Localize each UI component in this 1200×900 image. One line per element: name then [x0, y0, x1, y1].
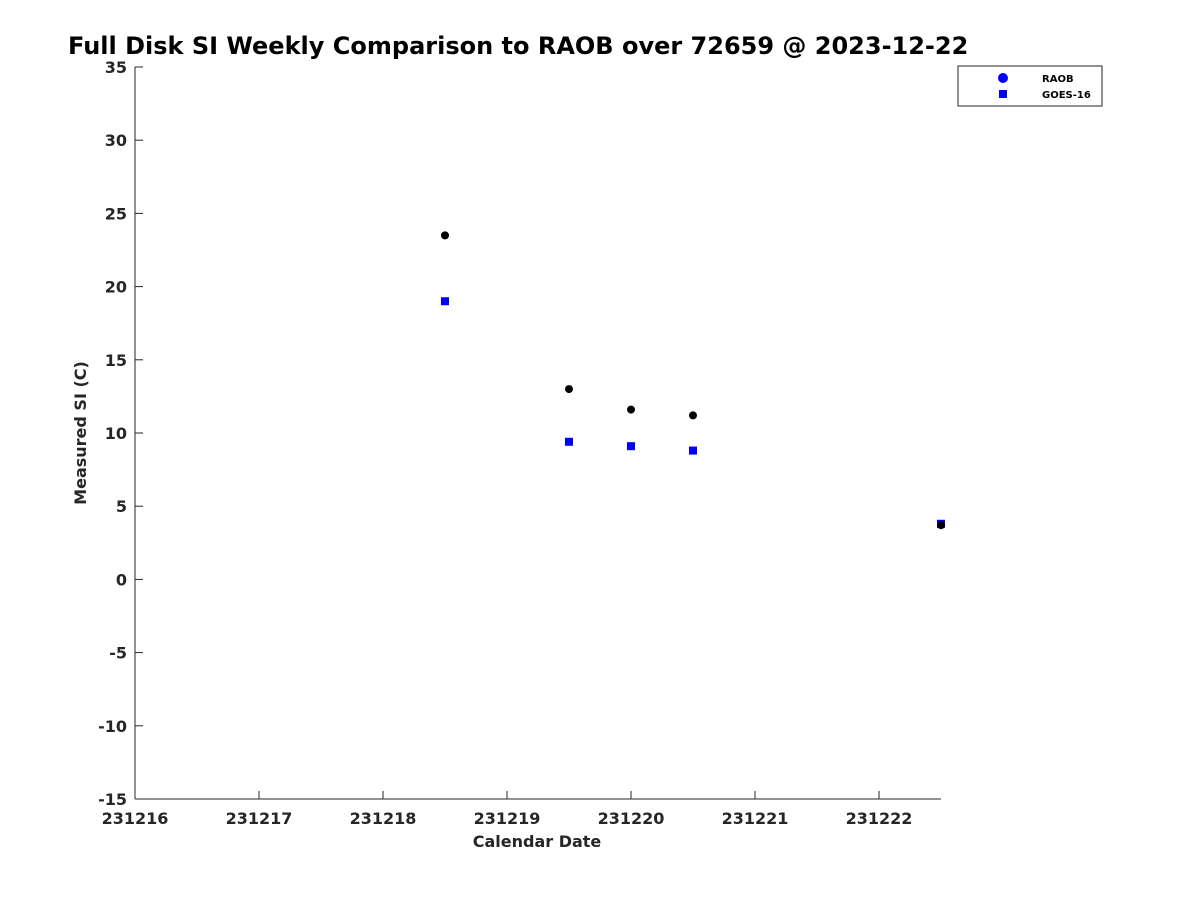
y-tick-label: 5 — [116, 497, 127, 516]
x-axis-label: Calendar Date — [473, 832, 602, 851]
legend: RAOB GOES-16 — [957, 65, 1103, 107]
goes-16-point — [565, 437, 573, 446]
y-axis-ticks: -15 -10 -5 0 5 10 15 20 25 30 35 — [98, 58, 143, 809]
data-points — [441, 231, 945, 530]
x-tick-label: 231219 — [474, 809, 541, 828]
y-tick-label: 20 — [105, 278, 127, 297]
x-axis-ticks: 231216 231217 231218 231219 231220 231221 2312… — [102, 791, 913, 828]
goes-16-point — [441, 297, 449, 306]
raob-point — [627, 405, 635, 414]
legend-label-raob: RAOB — [1042, 74, 1074, 85]
y-axis-label: Measured SI (C) — [71, 361, 90, 505]
y-tick-label: -15 — [98, 790, 127, 809]
legend-label-goes-16: GOES-16 — [1042, 90, 1091, 101]
y-tick-label: -10 — [98, 717, 127, 736]
y-tick-label: -5 — [109, 644, 127, 663]
y-tick-label: 10 — [105, 424, 127, 443]
chart-title: Full Disk SI Weekly Comparison to RAOB o… — [68, 32, 968, 60]
raob-point — [565, 385, 573, 394]
goes-16-point — [689, 446, 697, 455]
y-tick-label: 30 — [105, 131, 127, 150]
x-tick-label: 231222 — [846, 809, 913, 828]
x-tick-label: 231217 — [226, 809, 293, 828]
legend-marker-goes-16 — [999, 90, 1007, 98]
x-tick-label: 231216 — [102, 809, 169, 828]
legend-marker-raob — [998, 73, 1008, 83]
raob-point — [937, 521, 945, 530]
x-tick-label: 231220 — [598, 809, 665, 828]
raob-point — [441, 231, 449, 240]
x-tick-label: 231221 — [722, 809, 789, 828]
raob-point — [689, 411, 697, 420]
y-tick-label: 0 — [116, 570, 127, 589]
legend-box — [957, 65, 1103, 107]
x-tick-label: 231218 — [350, 809, 417, 828]
y-tick-label: 15 — [105, 351, 127, 370]
y-tick-label: 25 — [105, 204, 127, 223]
y-tick-label: 35 — [105, 58, 127, 77]
goes-16-point — [627, 442, 635, 451]
